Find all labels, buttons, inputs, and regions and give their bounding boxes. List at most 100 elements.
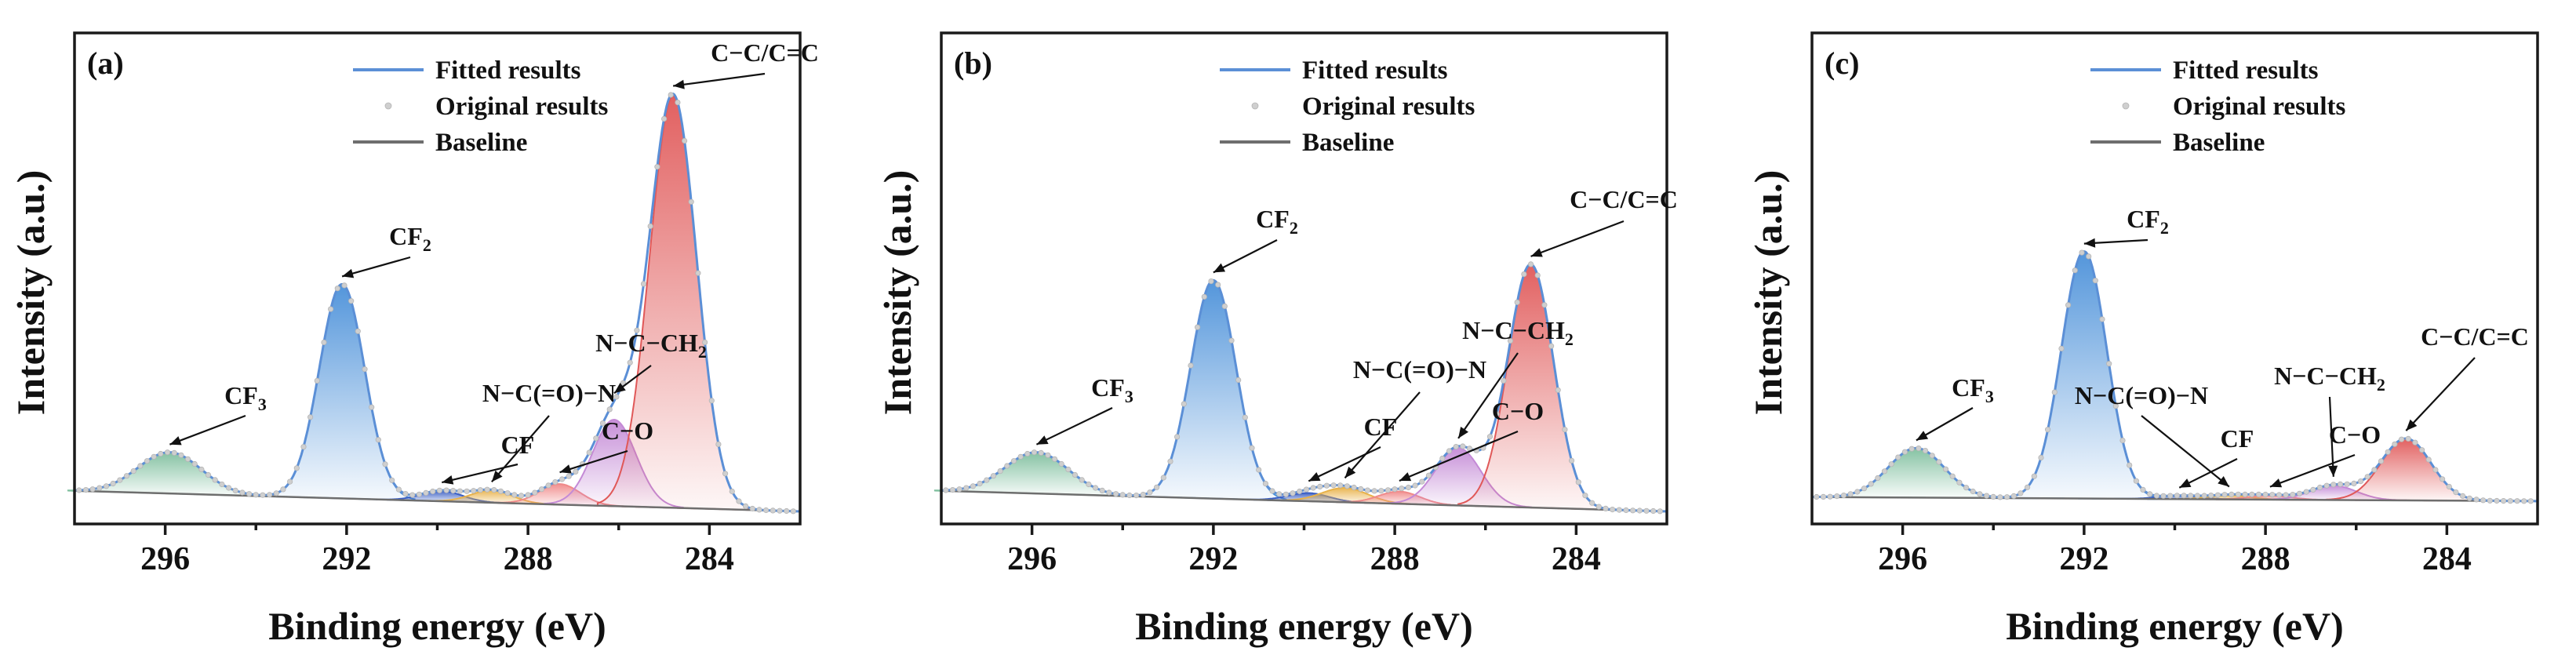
original-data-point (715, 441, 722, 448)
original-data-point (1575, 479, 1581, 486)
original-data-point (1977, 491, 1983, 497)
peak-annotation-n-c-ch2: N−C−CH2 (595, 329, 707, 395)
original-data-point (504, 490, 511, 497)
original-data-point (395, 486, 402, 493)
original-data-point (1936, 459, 1942, 465)
original-data-point (943, 487, 949, 493)
arrow-head (2328, 465, 2338, 477)
original-data-point (1949, 473, 1956, 479)
original-data-point (2065, 302, 2072, 308)
original-data-point (2119, 437, 2126, 444)
original-data-point (1140, 491, 1146, 498)
original-data-point (1929, 453, 1935, 459)
original-data-point (2303, 489, 2309, 495)
original-data-point (1425, 472, 1432, 478)
original-data-point (164, 449, 171, 456)
peak-annotation-n-c-ch2: N−C−CH2 (1457, 316, 1574, 439)
original-data-point (2051, 389, 2058, 395)
original-data-point (2432, 467, 2439, 473)
original-data-point (1113, 491, 1119, 497)
original-data-point (558, 476, 566, 482)
arrow-line (1457, 352, 1519, 439)
arrow-head (1530, 248, 1543, 257)
original-data-point (566, 473, 572, 479)
x-tick-label: 288 (2241, 541, 2290, 577)
original-data-point (1235, 376, 1242, 384)
original-data-point (1541, 302, 1548, 308)
original-data-point (1603, 505, 1609, 512)
original-data-point (1242, 414, 1248, 420)
original-data-point (130, 467, 136, 475)
legend-item-original-results: Original results (2122, 93, 2345, 121)
original-data-point (2112, 402, 2119, 409)
original-data-point (2147, 491, 2153, 497)
original-data-point (1589, 500, 1595, 506)
arrow-head (559, 464, 572, 474)
component-peak-cf2 (2010, 250, 2158, 500)
arrow-head (342, 268, 355, 278)
arrow-head (491, 470, 503, 482)
original-data-point (762, 507, 770, 514)
legend-item-baseline: Baseline (353, 129, 527, 157)
x-tick-label: 288 (1370, 541, 1420, 577)
original-data-point (191, 460, 198, 467)
original-data-point (1079, 477, 1085, 483)
arrow-line (1213, 239, 1278, 274)
original-data-point (606, 406, 613, 413)
original-data-point (2310, 486, 2316, 493)
legend-item-fitted-results: Fitted results (2090, 56, 2319, 85)
original-data-point (749, 505, 755, 512)
original-data-point (334, 286, 340, 292)
legend-item-baseline: Baseline (1220, 129, 1394, 157)
arrow-head (1458, 426, 1468, 438)
legend-label: Original results (2173, 93, 2345, 121)
arrow-line (1308, 446, 1381, 482)
original-data-point (1378, 488, 1384, 494)
original-data-point (1616, 507, 1622, 513)
original-data-point (110, 480, 116, 487)
original-data-point (2283, 492, 2289, 498)
original-data-point (1031, 449, 1038, 456)
original-data-point (701, 339, 708, 345)
original-data-point (1888, 461, 1894, 467)
y-axis-title: Intensity (a.u.) (875, 170, 919, 416)
original-data-point (1514, 299, 1520, 305)
original-data-point (273, 490, 279, 497)
original-data-point (1984, 493, 1990, 499)
original-data-point (1650, 507, 1657, 515)
arrow-head (2179, 478, 2192, 488)
original-data-point (511, 492, 518, 498)
original-data-point (1419, 478, 1425, 485)
original-data-point (722, 471, 729, 477)
original-data-point (1133, 492, 1140, 499)
original-data-point (497, 488, 504, 494)
original-data-point (362, 366, 368, 373)
original-data-point (2262, 491, 2269, 498)
original-data-point (389, 477, 395, 483)
peak-annotation-n-c-o-n: N−C(=O)−N (1344, 355, 1486, 479)
original-data-point (1528, 261, 1534, 267)
original-data-point (1384, 487, 1392, 493)
original-data-point (1181, 401, 1187, 407)
original-data-point (586, 449, 592, 456)
original-data-point (436, 487, 443, 493)
original-data-point (2079, 249, 2085, 256)
original-data-point (1256, 467, 1262, 473)
peak-annotation-c-c-c-c: C−C/C=C (1530, 185, 1678, 257)
original-data-point (2221, 492, 2228, 498)
original-data-point (2072, 267, 2078, 274)
original-data-point (1820, 493, 1827, 500)
original-data-point (1595, 504, 1602, 510)
legend-label: Fitted results (435, 56, 581, 85)
original-data-point (573, 468, 579, 475)
original-data-point (416, 491, 423, 497)
original-data-point (2181, 493, 2187, 499)
original-data-point (1330, 482, 1337, 489)
peak-annotation-c-o: C−O (1399, 397, 1544, 482)
baseline-line (941, 489, 1668, 513)
original-data-point (963, 485, 970, 491)
original-data-point (1439, 455, 1446, 462)
original-data-point (2188, 493, 2194, 499)
original-data-point (1834, 493, 1840, 500)
original-data-point (681, 137, 688, 144)
